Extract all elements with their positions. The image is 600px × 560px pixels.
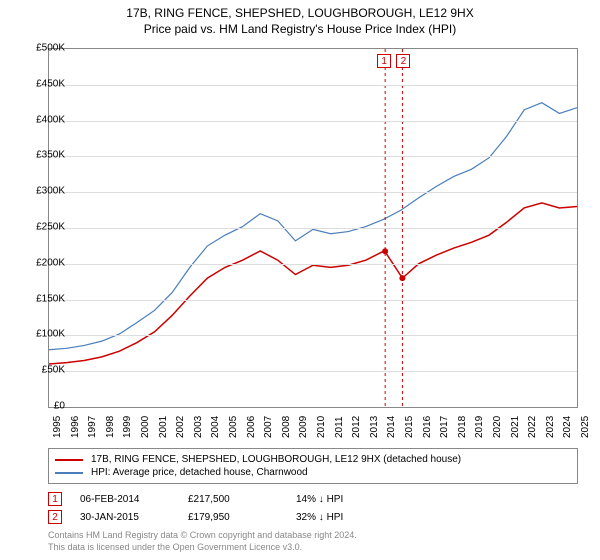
y-tick-label: £350K — [23, 150, 65, 161]
x-tick-label: 2004 — [210, 416, 221, 438]
x-tick-label: 2009 — [298, 416, 309, 438]
legend-label: HPI: Average price, detached house, Char… — [91, 467, 308, 478]
x-tick-label: 2021 — [510, 416, 521, 438]
gridline-h — [49, 335, 577, 336]
event-row: 2 30-JAN-2015 £179,950 32% ↓ HPI — [48, 508, 386, 526]
y-tick-label: £150K — [23, 293, 65, 304]
event-marker-box: 2 — [396, 54, 410, 68]
event-point-marker — [399, 275, 405, 281]
footer-line2: This data is licensed under the Open Gov… — [48, 542, 357, 554]
x-tick-label: 2017 — [439, 416, 450, 438]
footer-line1: Contains HM Land Registry data © Crown c… — [48, 530, 357, 542]
event-date: 30-JAN-2015 — [80, 512, 170, 523]
y-tick-label: £50K — [23, 365, 65, 376]
x-tick-label: 1997 — [87, 416, 98, 438]
y-tick-label: £300K — [23, 186, 65, 197]
y-tick-label: £100K — [23, 329, 65, 340]
x-tick-label: 2025 — [580, 416, 591, 438]
gridline-h — [49, 192, 577, 193]
event-price: £217,500 — [188, 494, 278, 505]
x-tick-label: 2010 — [316, 416, 327, 438]
x-tick-label: 2014 — [386, 416, 397, 438]
legend-swatch — [55, 459, 83, 461]
gridline-h — [49, 228, 577, 229]
legend-swatch — [55, 472, 83, 474]
x-tick-label: 2011 — [334, 416, 345, 438]
x-tick-label: 2008 — [281, 416, 292, 438]
gridline-h — [49, 121, 577, 122]
footer-attribution: Contains HM Land Registry data © Crown c… — [48, 530, 357, 553]
x-tick-label: 2003 — [193, 416, 204, 438]
y-tick-label: £250K — [23, 222, 65, 233]
chart-plot-area — [48, 48, 578, 408]
event-delta: 32% ↓ HPI — [296, 512, 386, 523]
x-tick-label: 2007 — [263, 416, 274, 438]
x-tick-label: 2005 — [228, 416, 239, 438]
x-tick-label: 2016 — [422, 416, 433, 438]
x-tick-label: 2006 — [246, 416, 257, 438]
x-tick-label: 2001 — [158, 416, 169, 438]
x-tick-label: 1998 — [105, 416, 116, 438]
x-tick-label: 2002 — [175, 416, 186, 438]
legend-label: 17B, RING FENCE, SHEPSHED, LOUGHBOROUGH,… — [91, 454, 461, 465]
gridline-h — [49, 371, 577, 372]
legend-item: HPI: Average price, detached house, Char… — [55, 466, 571, 479]
gridline-h — [49, 264, 577, 265]
y-tick-label: £450K — [23, 78, 65, 89]
x-tick-label: 1999 — [122, 416, 133, 438]
x-tick-label: 2015 — [404, 416, 415, 438]
event-number-box: 2 — [48, 510, 62, 524]
event-row: 1 06-FEB-2014 £217,500 14% ↓ HPI — [48, 490, 386, 508]
y-tick-label: £0 — [23, 401, 65, 412]
event-table: 1 06-FEB-2014 £217,500 14% ↓ HPI 2 30-JA… — [48, 490, 386, 526]
x-tick-label: 2020 — [492, 416, 503, 438]
legend-item: 17B, RING FENCE, SHEPSHED, LOUGHBOROUGH,… — [55, 453, 571, 466]
legend: 17B, RING FENCE, SHEPSHED, LOUGHBOROUGH,… — [48, 448, 578, 484]
chart-title-block: 17B, RING FENCE, SHEPSHED, LOUGHBOROUGH,… — [0, 0, 600, 36]
x-tick-label: 1996 — [70, 416, 81, 438]
x-tick-label: 2022 — [527, 416, 538, 438]
y-tick-label: £400K — [23, 114, 65, 125]
chart-title-line1: 17B, RING FENCE, SHEPSHED, LOUGHBOROUGH,… — [0, 6, 600, 20]
event-marker-box: 1 — [377, 54, 391, 68]
series-line-hpi — [49, 103, 577, 350]
event-point-marker — [382, 248, 388, 254]
event-number-box: 1 — [48, 492, 62, 506]
gridline-h — [49, 85, 577, 86]
x-tick-label: 2000 — [140, 416, 151, 438]
x-tick-label: 2023 — [545, 416, 556, 438]
x-tick-label: 2012 — [351, 416, 362, 438]
x-tick-label: 2018 — [457, 416, 468, 438]
x-tick-label: 2024 — [562, 416, 573, 438]
gridline-h — [49, 156, 577, 157]
gridline-h — [49, 300, 577, 301]
chart-title-line2: Price paid vs. HM Land Registry's House … — [0, 22, 600, 36]
x-tick-label: 2013 — [369, 416, 380, 438]
event-price: £179,950 — [188, 512, 278, 523]
event-delta: 14% ↓ HPI — [296, 494, 386, 505]
x-tick-label: 2019 — [474, 416, 485, 438]
y-tick-label: £200K — [23, 257, 65, 268]
x-tick-label: 1995 — [52, 416, 63, 438]
event-date: 06-FEB-2014 — [80, 494, 170, 505]
y-tick-label: £500K — [23, 43, 65, 54]
